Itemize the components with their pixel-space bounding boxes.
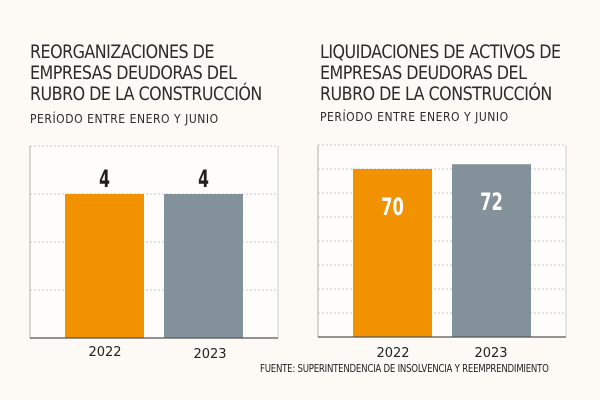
left-x-tick-label: 2022: [88, 345, 121, 360]
left-title-line-3: RUBRO DE LA CONSTRUCCIÓN: [30, 84, 262, 105]
right-value-label: 72: [480, 188, 503, 216]
left-title-line-2: EMPRESAS DEUDORAS DEL: [30, 63, 237, 84]
right-x-tick-label: 2022: [376, 346, 409, 361]
right-bar-2022: [353, 169, 432, 337]
left-title-line-1: REORGANIZACIONES DE: [30, 42, 214, 63]
right-chart-subtitle: PERÍODO ENTRE ENERO Y JUNIO: [320, 110, 509, 124]
right-title-line-3: RUBRO DE LA CONSTRUCCIÓN: [320, 84, 552, 105]
left-chart-title: REORGANIZACIONES DE EMPRESAS DEUDORAS DE…: [30, 42, 262, 105]
right-value-label: 70: [381, 193, 404, 221]
left-value-label: 4: [198, 165, 209, 193]
left-bar-2022: [65, 193, 144, 338]
right-title-line-1: LIQUIDACIONES DE ACTIVOS DE: [320, 42, 561, 63]
right-x-tick-label: 2023: [474, 346, 507, 361]
right-title-line-2: EMPRESAS DEUDORAS DEL: [320, 63, 527, 84]
left-bar-2023: [164, 193, 243, 338]
right-chart-title: LIQUIDACIONES DE ACTIVOS DE EMPRESAS DEU…: [320, 42, 561, 105]
right-bar-2023: [452, 164, 531, 337]
left-value-label: 4: [99, 165, 110, 193]
source-note: FUENTE: SUPERINTENDENCIA DE INSOLVENCIA …: [260, 363, 549, 375]
left-x-tick-label: 2023: [193, 347, 226, 362]
left-chart-subtitle: PERÍODO ENTRE ENERO Y JUNIO: [30, 112, 219, 126]
